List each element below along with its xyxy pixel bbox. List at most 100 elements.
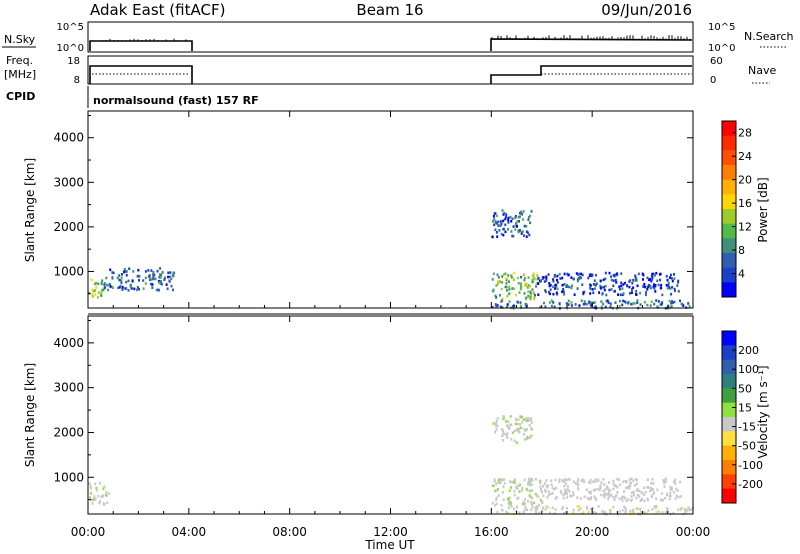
power-colorbar-tick-label: 4 — [738, 268, 745, 281]
velocity-echo-cell — [624, 509, 627, 512]
velocity-echo-cell — [595, 511, 598, 515]
power-echo-cell — [582, 292, 585, 296]
velocity-echo-cell — [630, 495, 633, 498]
velocity-echo-cell — [646, 478, 649, 482]
power-echo-cell — [665, 284, 668, 287]
velocity-echo-cell — [511, 481, 514, 484]
velocity-echo-cell — [518, 430, 521, 434]
power-echo-cell — [559, 277, 562, 280]
nsky-label: N.Sky — [4, 33, 36, 46]
power-echo-cell — [595, 273, 597, 277]
velocity-echo-cell — [613, 498, 616, 502]
power-echo-cell — [520, 275, 523, 279]
velocity-echo-cell — [684, 509, 687, 513]
power-echo-cell — [575, 272, 578, 275]
power-echo-cell — [516, 225, 518, 228]
power-echo-cell — [512, 234, 515, 238]
power-echo-cell — [510, 230, 513, 233]
power-echo-cell — [111, 285, 114, 289]
power-echo-cell — [552, 285, 555, 289]
power-echo-cell — [501, 299, 504, 302]
power-echo-cell — [530, 210, 533, 213]
power-echo-cell — [563, 293, 565, 296]
power-echo-cell — [621, 287, 624, 290]
velocity-echo-cell — [675, 494, 678, 498]
velocity-echo-cell — [588, 481, 590, 484]
velocity-echo-cell — [590, 507, 593, 511]
velocity-echo-cell — [651, 508, 654, 511]
power-echo-cell — [622, 283, 625, 286]
velocity-echo-cell — [93, 498, 96, 501]
power-echo-cell — [621, 303, 624, 307]
power-echo-cell — [533, 296, 536, 300]
velocity-echo-cell — [669, 491, 672, 495]
power-echo-cell — [500, 287, 503, 291]
power-echo-cell — [520, 210, 522, 214]
power-echo-cell — [524, 302, 527, 306]
velocity-echo-cell — [530, 503, 533, 506]
power-echo-cell — [632, 286, 635, 289]
power-echo-cell — [539, 305, 542, 309]
power-echo-cell — [552, 278, 555, 281]
y-tick-label: 2000 — [53, 425, 84, 439]
power-echo-cell — [101, 288, 104, 292]
power-echo-cell — [612, 279, 615, 282]
nave-tick-bottom: 0 — [710, 75, 716, 86]
power-echo-cell — [503, 273, 505, 276]
velocity-echo-cell — [624, 496, 627, 500]
power-echo-cell — [496, 273, 499, 277]
velocity-echo-cell — [633, 493, 635, 497]
velocity-echo-cell — [491, 484, 494, 488]
power-echo-cell — [545, 277, 548, 280]
velocity-echo-cell — [525, 419, 528, 423]
power-echo-cell — [599, 286, 602, 289]
velocity-echo-cell — [530, 508, 533, 512]
power-echo-cell — [506, 305, 509, 309]
velocity-echo-cell — [502, 417, 505, 421]
power-echo-cell — [671, 286, 674, 289]
power-echo-cell — [622, 292, 625, 295]
velocity-echo-cell — [89, 496, 91, 499]
power-echo-cell — [151, 283, 154, 286]
velocity-echo-cell — [529, 500, 532, 504]
velocity-echo-cell — [633, 484, 636, 487]
velocity-echo-cell — [616, 490, 619, 494]
power-echo-cell — [633, 302, 636, 305]
power-echo-cell — [567, 299, 570, 303]
velocity-echo-cell — [527, 499, 529, 503]
velocity-echo-cell — [612, 479, 615, 483]
velocity-echo-cell — [651, 478, 654, 481]
power-echo-cell — [499, 224, 502, 228]
velocity-echo-cell — [661, 498, 664, 502]
power-echo-cell — [138, 287, 140, 291]
velocity-echo-cell — [633, 512, 636, 515]
beam-title: Beam 16 — [356, 1, 423, 19]
velocity-echo-cell — [632, 508, 635, 512]
velocity-echo-cell — [525, 428, 528, 431]
power-echo-cell — [636, 299, 639, 302]
power-echo-cell — [589, 284, 592, 287]
velocity-echo-cell — [551, 506, 554, 509]
power-echo-cell — [147, 269, 150, 272]
power-echo-cell — [501, 209, 504, 212]
velocity-echo-cell — [591, 506, 594, 510]
power-echo-cell — [158, 281, 161, 284]
power-echo-cell — [518, 229, 521, 232]
velocity-echo-cell — [502, 439, 504, 442]
velocity-echo-cell — [521, 486, 524, 490]
velocity-echo-cell — [640, 510, 643, 514]
velocity-echo-cell — [577, 486, 580, 490]
power-echo-cell — [129, 284, 132, 287]
velocity-echo-cell — [641, 491, 644, 495]
power-echo-cell — [495, 231, 498, 234]
velocity-echo-cell — [496, 510, 499, 514]
velocity-echo-cell — [513, 493, 516, 497]
station-title: Adak East (fitACF) — [90, 1, 225, 19]
power-echo-cell — [165, 283, 168, 286]
velocity-colorbar-tick-label: -50 — [738, 440, 756, 453]
velocity-echo-cell — [662, 479, 665, 482]
power-echo-cell — [543, 301, 545, 305]
velocity-echo-cell — [635, 482, 638, 486]
velocity-echo-cell — [546, 484, 549, 487]
velocity-echo-cell — [669, 494, 672, 498]
